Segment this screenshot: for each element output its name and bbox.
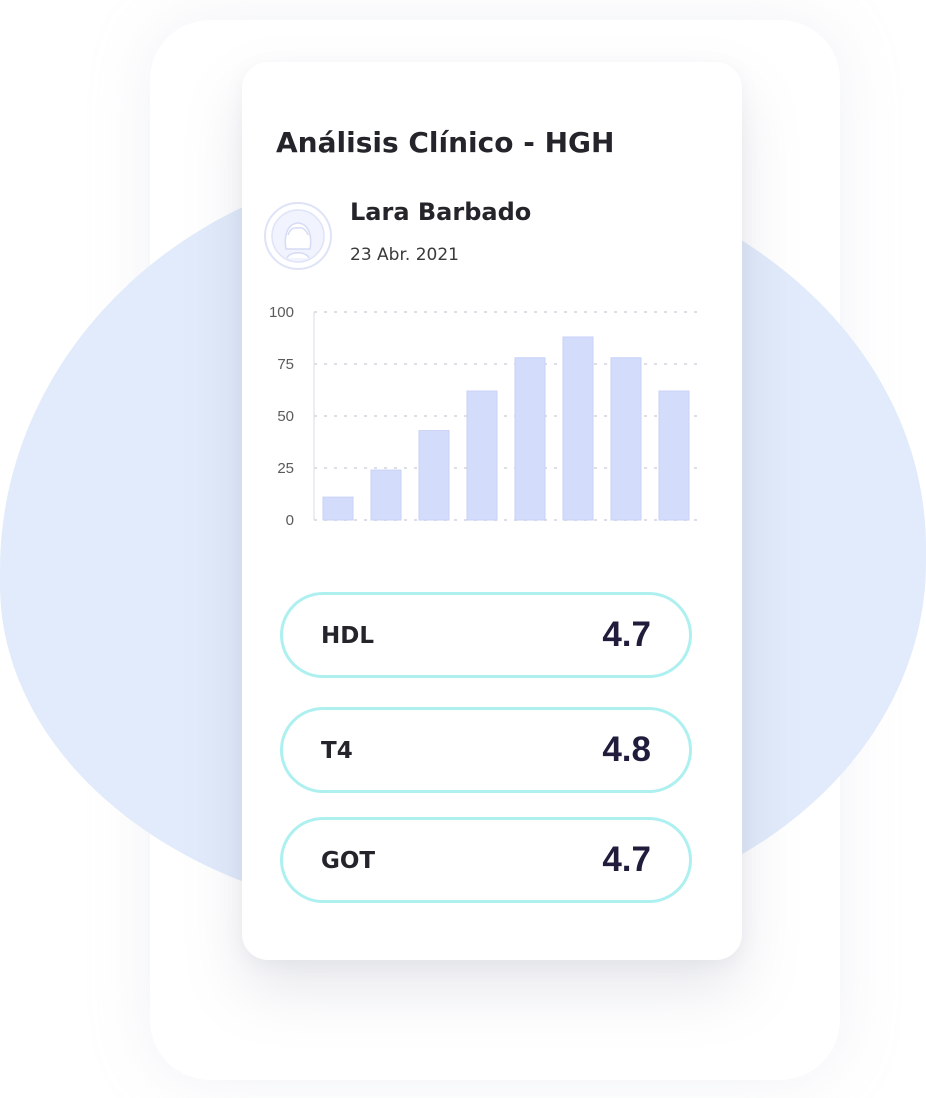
metric-value: 4.7 [602, 615, 651, 654]
metric-label: GOT [321, 848, 376, 874]
y-tick-label: 25 [277, 460, 294, 477]
bar-2 [370, 469, 402, 521]
metric-label: HDL [321, 623, 374, 649]
analysis-date: 23 Abr. 2021 [350, 245, 459, 265]
bar-1 [322, 496, 354, 521]
y-tick-label: 50 [277, 408, 294, 425]
metric-pill-got[interactable]: GOT 4.7 [280, 817, 692, 903]
metric-label: T4 [321, 738, 353, 764]
bar-3 [418, 430, 450, 521]
clinical-analysis-card: Análisis Clínico - HGH Lara Barbado 23 A… [242, 62, 742, 960]
metric-pill-hdl[interactable]: HDL 4.7 [280, 592, 692, 678]
person-avatar-icon [264, 202, 332, 270]
patient-name: Lara Barbado [350, 198, 532, 226]
y-tick-label: 100 [269, 304, 294, 321]
metric-pill-t4[interactable]: T4 4.8 [280, 707, 692, 793]
bar-4 [466, 390, 498, 521]
bar-7 [610, 357, 642, 521]
metric-value: 4.7 [602, 840, 651, 879]
card-title: Análisis Clínico - HGH [276, 126, 615, 159]
y-tick-label: 75 [277, 356, 294, 373]
bar-5 [514, 357, 546, 521]
y-tick-label: 0 [286, 512, 294, 529]
metric-value: 4.8 [602, 730, 651, 769]
results-bar-chart: 0 25 50 75 100 [269, 304, 698, 529]
bar-8 [658, 390, 690, 521]
bar-6 [562, 336, 594, 521]
